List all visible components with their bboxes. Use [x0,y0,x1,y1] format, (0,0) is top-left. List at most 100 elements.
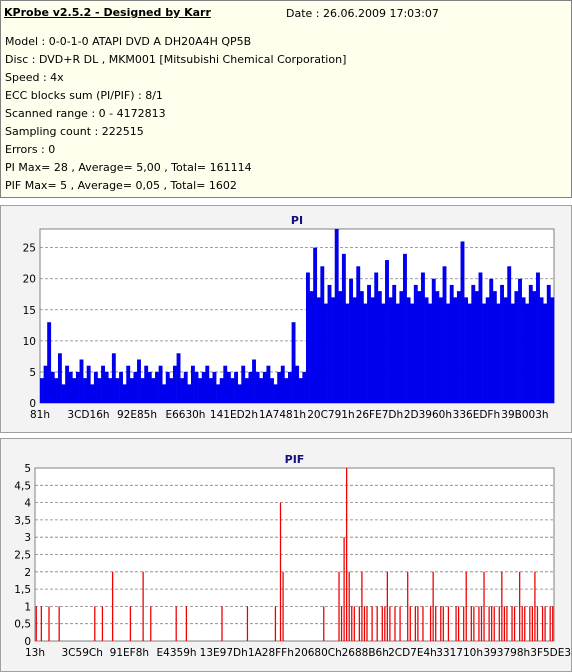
pi-bar [190,365,195,403]
pif-bar [455,606,457,641]
pi-bar [539,297,544,403]
x-tick-label: 39B003h [501,409,548,421]
pi-bar [500,284,504,403]
scan-date: Date : 26.06.2009 17:03:07 [286,7,439,20]
pi-bar [424,297,429,403]
x-tick-label: 13h [25,647,45,659]
pi-bar [374,272,379,403]
x-tick-label: 1A7481h [259,409,306,421]
x-tick-label: 3CD16h [67,409,109,421]
pif-bar [394,606,396,641]
pi-bar [395,303,400,403]
pif-bar [498,606,500,641]
pif-bar [142,571,144,641]
pif-bar [399,606,401,641]
pi-bar [244,378,249,403]
pi-bar [216,384,221,403]
x-tick-label: E4359h [157,647,197,659]
pif-bar [480,606,483,641]
pi-bar [456,291,461,403]
pif-bar [376,606,378,641]
pi-bar [338,291,343,403]
pif-bar [506,606,508,641]
pi-bar [392,284,397,403]
pif-bar [101,606,104,641]
pi-bar [83,378,88,403]
pi-bar [111,353,116,403]
x-tick-label: 2D3960h [404,409,452,421]
pi-bar [68,371,73,403]
pi-bar [543,303,548,403]
pi-bar [205,365,210,403]
pif-bar [185,606,188,641]
pi-bar [503,297,508,403]
pi-bar [47,322,52,403]
pi-bar [291,322,296,403]
pif-bar [353,606,355,641]
pi-bar [57,353,62,403]
pi-bar [90,384,95,403]
pi-bar [144,365,149,403]
pi-bar [72,378,77,403]
pi-bar [252,359,256,403]
pi-bar [219,378,224,403]
pi-bar [377,291,382,403]
x-tick-label: 81h [30,409,50,421]
pif-bar [381,606,383,641]
pi-bar [40,378,44,403]
pif-bar [536,606,539,641]
pif-bar [544,606,546,641]
pi-bar [230,378,235,403]
pi-bar [298,378,303,403]
pif-bar [465,571,467,641]
pif-bar [35,606,37,641]
y-tick-label: 0 [24,636,31,648]
x-tick-label: 336EDFh [453,409,500,421]
pif-bar [111,571,114,641]
pif-bar [488,606,490,641]
pif-bar [409,606,411,641]
y-tick-label: 15 [23,305,36,317]
pif-bar [150,606,152,641]
y-tick-label: 3,5 [14,515,31,527]
x-tick-label: 1A28FFh [248,647,294,659]
pi-bar [79,359,84,403]
pif-bar [511,606,513,641]
pif-bar [129,606,132,641]
pif-bar [274,606,277,641]
x-tick-label: 141ED2h [210,409,258,421]
pi-bar [54,378,59,403]
pi-bar [93,371,98,403]
pi-bar [399,291,404,403]
pi-bar [65,365,70,403]
y-tick-label: 5 [29,367,36,379]
pi-bar [453,297,458,403]
pi-bar [151,378,156,403]
x-tick-label: 3C59Ch [62,647,103,659]
pif-bar [524,606,526,641]
pi-bar [43,365,48,403]
pi-bar [259,378,264,403]
pi-bar [104,371,109,403]
x-tick-label: 393798h [483,647,530,659]
pi-bar [241,365,246,403]
pif-bar [435,606,437,641]
pif-bar [340,606,343,641]
pif-bar [282,571,284,641]
pif-bar [447,606,450,641]
pi-bar [442,266,447,403]
pi-bar [273,384,278,403]
pif-bar [40,606,42,641]
pi-bar [406,297,411,403]
pi-bar [471,284,476,403]
pi-stats-line: PI Max= 28 , Average= 5,00 , Total= 1611… [5,161,252,174]
pi-bar [137,359,141,403]
pi-bar [449,284,454,403]
pi-bar [140,378,145,403]
pif-bar [366,606,368,641]
pi-bar [467,303,472,403]
pif-bar [338,571,340,641]
x-tick-label: 2688B6h [342,647,389,659]
y-tick-label: 20 [23,274,36,286]
pif-bar [519,571,521,641]
